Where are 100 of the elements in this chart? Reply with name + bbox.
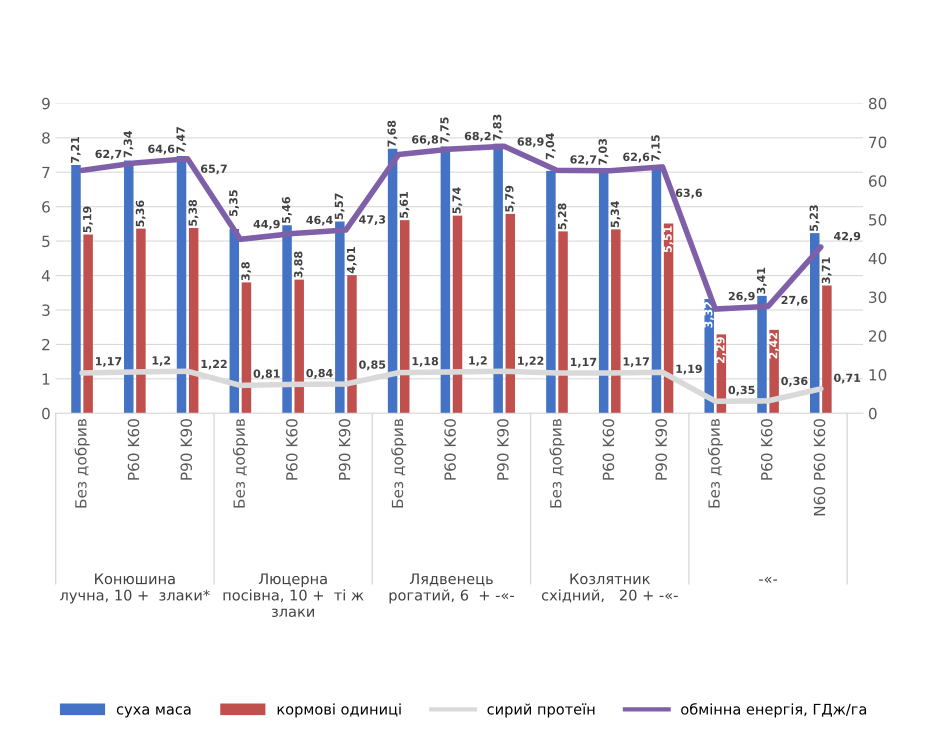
x-tick-label: P90 K90 xyxy=(655,419,667,480)
bar xyxy=(335,221,345,414)
data-label: 5,28 xyxy=(558,203,568,230)
data-label: 7,15 xyxy=(651,135,662,162)
data-label: 0,85 xyxy=(359,360,386,370)
data-label: 1,18 xyxy=(412,356,438,367)
text: Лядвенець рогатий, 6 + -«- xyxy=(390,573,514,604)
data-label: 46,4 xyxy=(306,216,333,226)
legend-label: сирий протеїн xyxy=(487,703,594,718)
data-label: 5,23 xyxy=(810,205,820,231)
y-tick-label: 5 xyxy=(42,236,50,248)
bar xyxy=(124,160,134,414)
data-label: 65,7 xyxy=(200,164,227,174)
data-label: 7,03 xyxy=(598,138,608,165)
data-label: 1,2 xyxy=(469,356,487,366)
data-label: 27,6 xyxy=(782,296,808,306)
data-label: 0,84 xyxy=(306,368,333,379)
data-label: 7,68 xyxy=(387,120,398,147)
x-tick-label: Без добрив xyxy=(391,419,406,508)
x-tick-label: P60 K60 xyxy=(760,419,772,480)
y-tick-label: 1 xyxy=(42,374,50,385)
data-label: 7,04 xyxy=(546,133,556,160)
bar xyxy=(136,228,146,414)
y2-tick-label: 0 xyxy=(868,408,877,420)
bar xyxy=(294,280,304,414)
data-label: 5,36 xyxy=(136,200,146,226)
y-tick-label: 9 xyxy=(42,98,50,110)
y-tick-label: 8 xyxy=(42,132,50,144)
data-label: 66,8 xyxy=(412,135,438,146)
data-label: 42,9 xyxy=(834,232,860,242)
data-label: 62,7 xyxy=(95,150,122,160)
data-label: 44,9 xyxy=(254,220,280,230)
data-label: 5,35 xyxy=(229,190,239,216)
data-label: 3,71 xyxy=(822,257,832,284)
bar xyxy=(452,216,462,414)
y-tick-label: 7 xyxy=(42,166,50,178)
data-label: 5,19 xyxy=(82,206,93,232)
data-label: 7,83 xyxy=(492,114,503,140)
x-tick-label: P90 K90 xyxy=(497,419,509,480)
bar xyxy=(242,282,252,414)
y2-tick-label: 40 xyxy=(868,252,886,264)
x-tick-label: P60 K60 xyxy=(128,419,140,480)
x-tick-label: P60 K60 xyxy=(286,419,298,480)
data-label: 62,6 xyxy=(623,152,650,162)
bar xyxy=(611,229,621,414)
data-label: 0,81 xyxy=(254,369,280,380)
bar xyxy=(347,275,357,414)
data-label: 1,17 xyxy=(624,357,649,368)
x-tick-label: P90 K90 xyxy=(180,419,192,480)
data-label: 3,41 xyxy=(756,268,767,294)
bar xyxy=(83,234,93,414)
y-tick-label: 6 xyxy=(42,201,50,213)
bar xyxy=(188,228,198,414)
x-tick-label: P60 K60 xyxy=(444,419,456,480)
bar xyxy=(506,214,516,414)
bar xyxy=(598,171,608,414)
data-label: 2,29 xyxy=(716,337,726,364)
bar xyxy=(558,231,568,414)
bar xyxy=(71,164,81,414)
data-label: 0,35 xyxy=(728,386,755,396)
legend-label: кормові одиниці xyxy=(278,703,401,718)
data-label: 1,17 xyxy=(96,357,122,367)
y2-tick-label: 60 xyxy=(868,175,886,187)
data-label: 5,57 xyxy=(334,194,344,220)
legend-label: обмінна енергія, ГДж/га xyxy=(681,703,866,718)
text: Козлятник східний, 20 + -«- xyxy=(542,573,678,602)
bar xyxy=(440,146,450,414)
bar xyxy=(400,220,410,414)
data-label: 7,75 xyxy=(440,117,450,144)
data-label: 2,42 xyxy=(768,332,779,359)
data-label: 7,21 xyxy=(70,136,81,163)
bar xyxy=(493,144,503,414)
data-label: 5,38 xyxy=(188,200,198,226)
data-label: 4,01 xyxy=(346,247,357,274)
text: Люцерна посівна, 10 + ті ж злаки xyxy=(224,573,364,617)
data-label: 0,36 xyxy=(781,376,808,387)
data-label: 26,9 xyxy=(728,292,755,302)
data-label: 5,79 xyxy=(505,186,515,212)
data-label: 1,22 xyxy=(518,356,544,366)
data-label: 1,22 xyxy=(202,360,227,370)
x-tick-label: N60 P60 K60 xyxy=(814,419,826,516)
y2-tick-label: 30 xyxy=(869,292,886,304)
data-label: 5,51 xyxy=(664,226,674,252)
data-label: 0,71 xyxy=(834,374,860,384)
x-tick-label: Без добрив xyxy=(74,419,90,508)
y-tick-label: 4 xyxy=(42,270,50,282)
x-tick-label: P90 K90 xyxy=(338,419,350,480)
data-label: 64,6 xyxy=(148,144,174,154)
x-tick-label: Без добрив xyxy=(232,419,248,508)
data-label: 68,2 xyxy=(464,132,491,142)
data-label: 62,7 xyxy=(570,155,596,166)
bar xyxy=(176,156,186,414)
y2-tick-label: 80 xyxy=(868,98,886,110)
data-label: 47,3 xyxy=(359,215,386,226)
data-label: 5,74 xyxy=(452,187,462,214)
data-label: 3,8 xyxy=(241,262,252,280)
data-label: 5,34 xyxy=(610,201,620,228)
legend-label: суха маса xyxy=(116,706,190,718)
y-tick-label: 2 xyxy=(42,338,50,350)
data-label: 7,47 xyxy=(176,127,186,153)
